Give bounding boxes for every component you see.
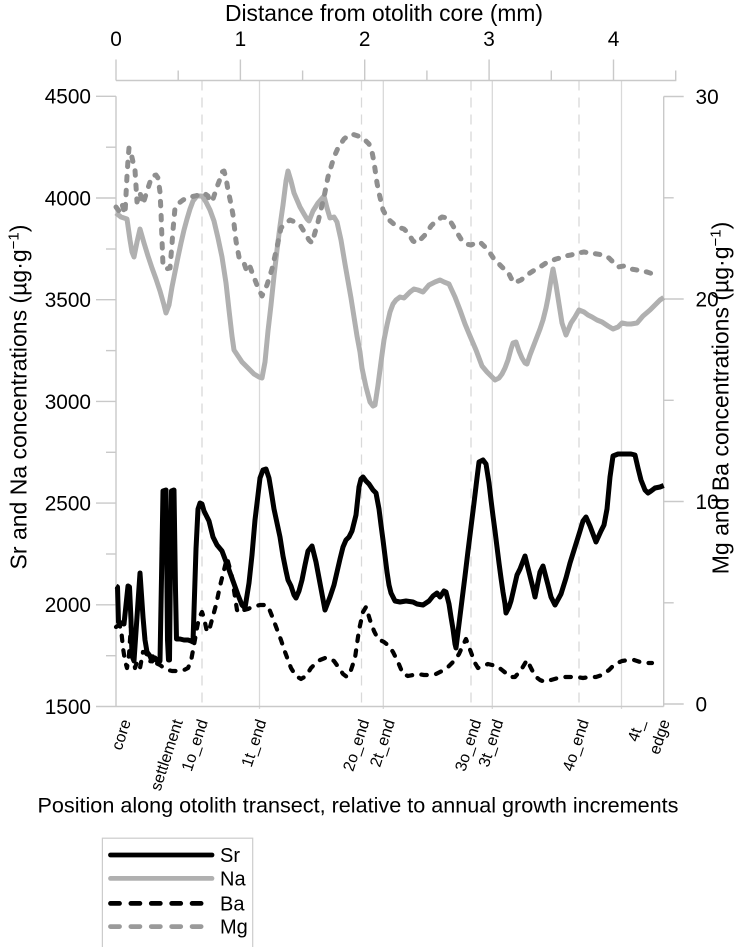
svg-text:Mg: Mg: [220, 917, 248, 939]
svg-text:Na: Na: [220, 868, 246, 890]
svg-text:3000: 3000: [45, 391, 91, 414]
svg-text:Sr: Sr: [220, 845, 240, 867]
svg-text:Distance from otolith core (mm: Distance from otolith core (mm): [225, 0, 543, 26]
svg-text:4500: 4500: [45, 86, 91, 109]
svg-text:3500: 3500: [45, 289, 91, 312]
svg-text:30: 30: [696, 86, 719, 109]
svg-text:3: 3: [483, 28, 495, 51]
svg-text:2000: 2000: [45, 594, 91, 617]
svg-text:4000: 4000: [45, 187, 91, 210]
svg-text:Ba: Ba: [220, 893, 245, 915]
svg-text:4t_: 4t_: [625, 716, 648, 743]
svg-text:4: 4: [608, 28, 620, 51]
svg-text:Mg and Ba concentrations (µg·g: Mg and Ba concentrations (µg·g−1): [708, 222, 734, 575]
svg-text:20: 20: [696, 288, 719, 311]
svg-text:2: 2: [359, 28, 371, 51]
svg-text:Position along otolith transec: Position along otolith transect, relativ…: [38, 793, 679, 818]
svg-text:Sr and Na concentrations (µg·g: Sr and Na concentrations (µg·g−1): [6, 225, 32, 570]
svg-text:0: 0: [696, 693, 708, 716]
svg-text:1500: 1500: [45, 696, 91, 719]
svg-text:0: 0: [110, 28, 122, 51]
svg-text:10: 10: [696, 491, 719, 514]
svg-text:1: 1: [235, 28, 247, 51]
svg-text:2500: 2500: [45, 493, 91, 516]
